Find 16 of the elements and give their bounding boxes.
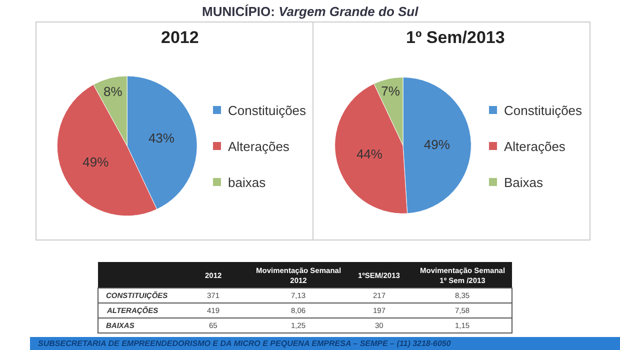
data-label: 43% xyxy=(148,130,175,146)
legend-label: Baixas xyxy=(504,175,544,190)
legend-label: Alterações xyxy=(504,139,566,154)
chart-title: 1º Sem/2013 xyxy=(406,28,505,47)
data-label: 7% xyxy=(381,83,400,98)
legend-label: baixas xyxy=(228,175,266,190)
data-label: 8% xyxy=(104,84,123,100)
text: SUBSECRETARIA DE EMPREENDEDORISMO E DA MICRO E PEQUENA EMPRESA – SEMPE – (11) 3218-6050 xyxy=(38,339,452,348)
data-label: 49% xyxy=(82,154,110,170)
legend-label: Constituições xyxy=(228,103,307,118)
data-label: 49% xyxy=(424,136,450,152)
text: MUNICÍPIO: Vargem Grande do Sul xyxy=(202,4,419,19)
legend-label: Constituições xyxy=(504,103,583,118)
legend-label: Alterações xyxy=(228,139,290,154)
text: 2012 xyxy=(161,28,199,47)
data-label: 44% xyxy=(356,146,383,162)
